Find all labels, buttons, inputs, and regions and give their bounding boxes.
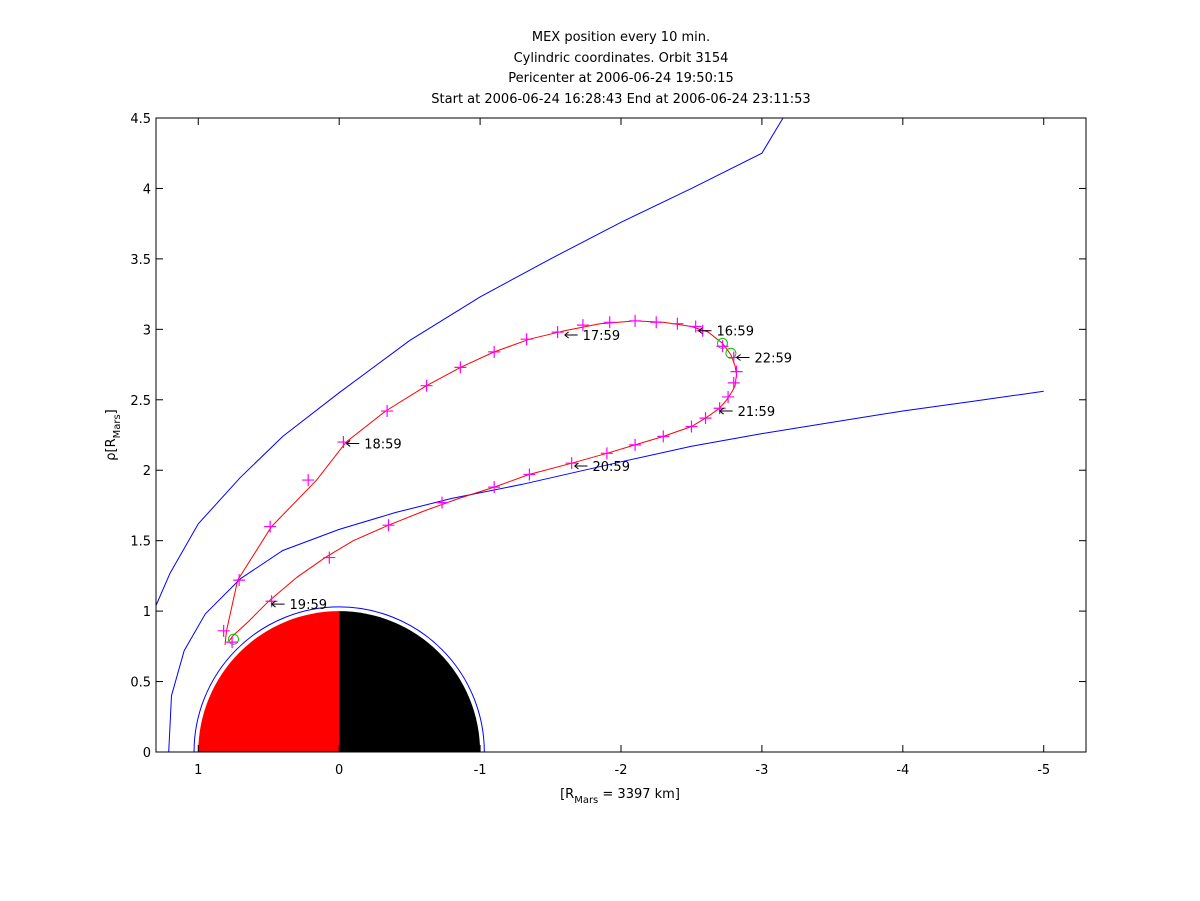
y-axis-label-sub: Mars (112, 414, 123, 438)
x-tick-label: -5 (1037, 763, 1050, 778)
position-marker (576, 319, 589, 332)
position-marker (629, 438, 642, 451)
annotation-label: 22:59 (755, 352, 792, 367)
position-marker (629, 314, 642, 327)
annotation-label: 20:59 (593, 460, 630, 475)
x-tick-label: -2 (615, 763, 628, 778)
endpoint-marker (228, 633, 239, 645)
position-marker (523, 468, 536, 481)
position-marker (381, 405, 394, 418)
data-layer (156, 118, 1044, 752)
x-tick-label: 0 (335, 763, 343, 778)
position-marker (600, 447, 613, 460)
chart-title-line-2: Cylindric coordinates. Orbit 3154 (514, 51, 729, 66)
annotation-arrow (564, 331, 578, 339)
x-axis-label-post: = 3397 km] (598, 787, 680, 802)
position-marker (671, 317, 684, 330)
position-marker (716, 340, 729, 353)
y-tick-label: 2 (143, 464, 151, 479)
bow-shock-series (156, 118, 784, 606)
annotation-arrow (736, 354, 750, 361)
y-tick-label: 4 (143, 182, 151, 197)
y-tick-label: 3 (143, 323, 151, 338)
x-tick-label: -1 (474, 763, 487, 778)
position-marker (488, 345, 501, 358)
annotation-label: 18:59 (364, 437, 401, 452)
position-marker (454, 361, 467, 374)
position-marker (657, 430, 670, 443)
mpb-series (168, 390, 1044, 752)
annotation-layer: 16:59 17:59 18:59 19:59 20:59 21:59 22:59 (271, 325, 792, 613)
y-tick-label: 3.5 (130, 253, 151, 268)
annotation-arrow (719, 407, 733, 415)
position-marker (650, 316, 663, 329)
position-marker (603, 316, 616, 329)
position-marker (565, 457, 578, 470)
position-marker (488, 481, 501, 494)
position-marker (302, 474, 315, 487)
position-marker (264, 520, 277, 533)
position-marker (722, 390, 735, 403)
y-tick-label: 1 (143, 605, 151, 620)
endpoint-marker (725, 347, 737, 359)
annotation-arrow (698, 327, 712, 335)
position-marker (551, 326, 564, 339)
y-tick-label: 2.5 (130, 394, 151, 409)
position-marker (233, 574, 246, 587)
annotation-label: 17:59 (583, 329, 620, 344)
x-axis-ticks: 1 0 -1 -2 -3 -4 -5 (194, 118, 1050, 778)
x-axis-label: [RMars = 3397 km] (560, 787, 680, 806)
x-tick-label: 1 (194, 763, 202, 778)
annotation-arrow (574, 462, 588, 470)
position-marker (217, 624, 230, 637)
x-tick-label: -4 (896, 763, 909, 778)
annotation-label: 19:59 (290, 598, 327, 613)
chart-title-line-4: Start at 2006-06-24 16:28:43 End at 2006… (431, 92, 810, 107)
y-axis-label: ρ[RMars] (104, 409, 123, 461)
mars-nightside (339, 611, 481, 752)
position-marker (689, 320, 702, 333)
y-axis-label-post: ] (104, 409, 119, 414)
y-tick-label: 0.5 (130, 676, 151, 691)
x-axis-label-sub: Mars (574, 795, 598, 806)
position-marker (730, 365, 743, 378)
y-tick-label: 4.5 (130, 112, 151, 127)
position-marker (323, 551, 336, 564)
position-marker (685, 420, 698, 433)
position-marker (520, 333, 533, 346)
y-tick-label: 1.5 (130, 535, 151, 550)
y-axis-label-pre: ρ[R (104, 438, 119, 460)
y-tick-label: 0 (143, 746, 151, 761)
position-marker (226, 636, 239, 649)
annotation-arrow (345, 440, 360, 447)
position-marker (727, 376, 740, 389)
position-marker (420, 379, 433, 392)
position-marker (699, 412, 712, 425)
position-marker (436, 496, 449, 509)
y-axis-ticks: 0 0.5 1 1.5 2 2.5 3 3.5 4 4.5 (130, 112, 1086, 761)
chart-title-line-1: MEX position every 10 min. (532, 30, 710, 45)
annotation-arrow (271, 600, 285, 608)
chart-title-line-3: Pericenter at 2006-06-24 19:50:15 (508, 71, 734, 86)
mars-dayside (198, 611, 340, 752)
x-tick-label: -3 (755, 763, 768, 778)
position-marker (382, 519, 395, 532)
x-axis-label-pre: [R (560, 787, 574, 802)
outer-circle-series (193, 606, 485, 752)
annotation-label: 21:59 (738, 405, 775, 420)
annotation-label: 16:59 (717, 325, 754, 340)
